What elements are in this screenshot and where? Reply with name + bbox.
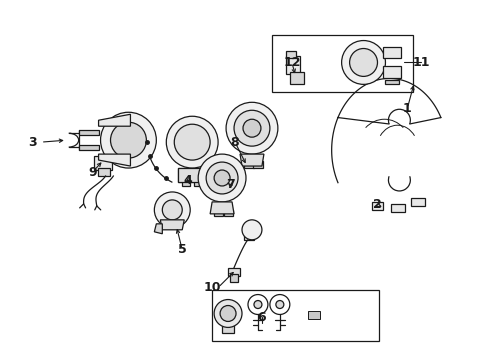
- Polygon shape: [99, 114, 130, 126]
- Text: 2: 2: [372, 198, 381, 211]
- Circle shape: [166, 116, 218, 168]
- Text: 5: 5: [178, 243, 186, 256]
- Bar: [222, 325, 234, 333]
- Bar: [98, 168, 109, 176]
- Circle shape: [174, 124, 210, 160]
- Circle shape: [214, 170, 229, 186]
- Polygon shape: [99, 154, 130, 166]
- Bar: [285, 50, 295, 58]
- Bar: [229, 274, 238, 282]
- Text: 4: 4: [183, 174, 192, 186]
- Circle shape: [275, 301, 283, 309]
- Polygon shape: [79, 130, 99, 135]
- Polygon shape: [240, 154, 264, 166]
- Text: 11: 11: [412, 56, 429, 69]
- Bar: [194, 180, 202, 186]
- Polygon shape: [410, 198, 425, 206]
- Polygon shape: [178, 168, 206, 182]
- Bar: [93, 156, 111, 170]
- Circle shape: [154, 192, 190, 228]
- Bar: [178, 168, 206, 182]
- Text: 8: 8: [230, 136, 239, 149]
- Circle shape: [234, 110, 269, 146]
- Bar: [289, 72, 303, 84]
- Bar: [252, 161, 263, 168]
- Bar: [244, 161, 253, 168]
- Polygon shape: [383, 46, 401, 58]
- Text: 10: 10: [203, 281, 221, 294]
- Text: 1: 1: [402, 102, 411, 115]
- Polygon shape: [154, 224, 162, 234]
- Circle shape: [206, 162, 238, 194]
- Polygon shape: [383, 67, 401, 78]
- Polygon shape: [390, 204, 405, 212]
- Polygon shape: [210, 202, 234, 214]
- Circle shape: [198, 154, 245, 202]
- Circle shape: [349, 49, 377, 76]
- Bar: [307, 311, 319, 319]
- Circle shape: [253, 301, 262, 309]
- Text: 3: 3: [28, 136, 37, 149]
- Bar: [271, 35, 412, 92]
- Circle shape: [242, 220, 262, 240]
- Circle shape: [162, 200, 182, 220]
- Circle shape: [225, 102, 277, 154]
- Bar: [214, 210, 223, 216]
- Polygon shape: [371, 202, 383, 210]
- Bar: [285, 57, 299, 75]
- Polygon shape: [79, 145, 99, 150]
- Bar: [227, 268, 240, 276]
- Circle shape: [220, 306, 236, 321]
- Text: 9: 9: [88, 166, 97, 179]
- Bar: [212, 289, 379, 341]
- Polygon shape: [385, 80, 399, 84]
- Circle shape: [110, 122, 146, 158]
- Circle shape: [214, 300, 242, 328]
- Bar: [224, 210, 233, 216]
- Polygon shape: [160, 220, 184, 230]
- Circle shape: [101, 112, 156, 168]
- Bar: [182, 180, 190, 186]
- Circle shape: [243, 119, 261, 137]
- Text: 7: 7: [225, 179, 234, 192]
- Text: 6: 6: [257, 311, 265, 324]
- Circle shape: [341, 41, 385, 84]
- Text: 12: 12: [283, 56, 300, 69]
- Bar: [244, 230, 253, 240]
